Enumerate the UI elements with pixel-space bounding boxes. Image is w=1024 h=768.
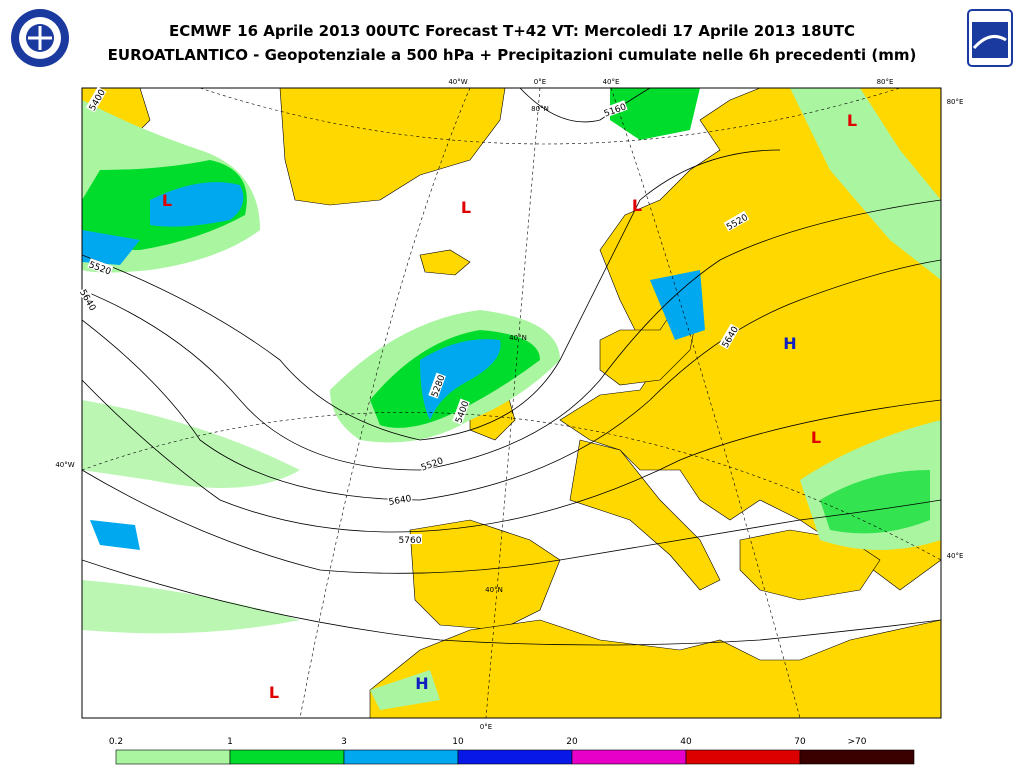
contour-label-bg	[418, 454, 445, 472]
legend-label: 70	[794, 737, 806, 747]
legend-swatch	[229, 749, 345, 765]
pressure-center: H	[783, 334, 796, 353]
graticule-label: 40°N	[485, 586, 503, 594]
pressure-center: L	[269, 683, 279, 702]
legend-label: 10	[452, 737, 464, 747]
map-area	[82, 88, 941, 718]
legend-label: 0.2	[109, 737, 123, 747]
logo-right	[967, 9, 1013, 67]
graticule-label: 0°E	[480, 723, 492, 731]
graticule-label: 40°W	[55, 461, 74, 469]
legend-swatch	[571, 749, 687, 765]
graticule-label: 40°W	[448, 78, 467, 86]
logo-left	[11, 9, 69, 67]
graticule-label: 40°E	[947, 552, 964, 560]
pressure-center: L	[847, 111, 857, 130]
legend-swatch	[343, 749, 459, 765]
pressure-center: H	[415, 674, 428, 693]
contour-label-bg	[718, 323, 740, 350]
subtitle: EUROATLANTICO - Geopotenziale a 500 hPa …	[108, 46, 917, 64]
pressure-center: L	[162, 191, 172, 210]
title: ECMWF 16 Aprile 2013 00UTC Forecast T+42…	[169, 22, 855, 40]
legend-label: >70	[848, 737, 867, 747]
contour-label: 5760	[399, 536, 422, 546]
graticule-label: 0°E	[534, 78, 546, 86]
contour-label-bg	[87, 258, 114, 276]
legend-label: 20	[566, 737, 578, 747]
graticule-label: 40°N	[509, 334, 527, 342]
graticule-label: 80°N	[531, 105, 549, 113]
graticule-label: 40°E	[603, 78, 620, 86]
legend-swatch	[457, 749, 573, 765]
pressure-center: L	[461, 198, 471, 217]
graticule-label: 80°E	[877, 78, 894, 86]
contour-label-bg	[78, 286, 100, 313]
legend-label: 1	[227, 737, 233, 747]
map-frame	[81, 87, 942, 719]
contour-label: 5640	[388, 494, 413, 508]
contour-label-bg	[601, 100, 628, 118]
contour-label-bg	[428, 372, 446, 399]
legend-label: 3	[341, 737, 347, 747]
contour-label-bg	[85, 86, 107, 113]
contour-label-bg	[452, 398, 470, 425]
legend: 0.2 1 3 10 20 40 70 >70	[109, 737, 915, 765]
pressure-center: L	[632, 196, 642, 215]
legend-swatch	[115, 749, 231, 765]
pressure-center: L	[811, 428, 821, 447]
contour-label-bg	[387, 492, 413, 507]
graticule-label: 80°E	[947, 98, 964, 106]
legend-swatch	[685, 749, 801, 765]
contour-label-bg	[398, 534, 422, 544]
contour-label-bg	[723, 210, 750, 232]
legend-label: 40	[680, 737, 692, 747]
legend-swatch	[799, 749, 915, 765]
